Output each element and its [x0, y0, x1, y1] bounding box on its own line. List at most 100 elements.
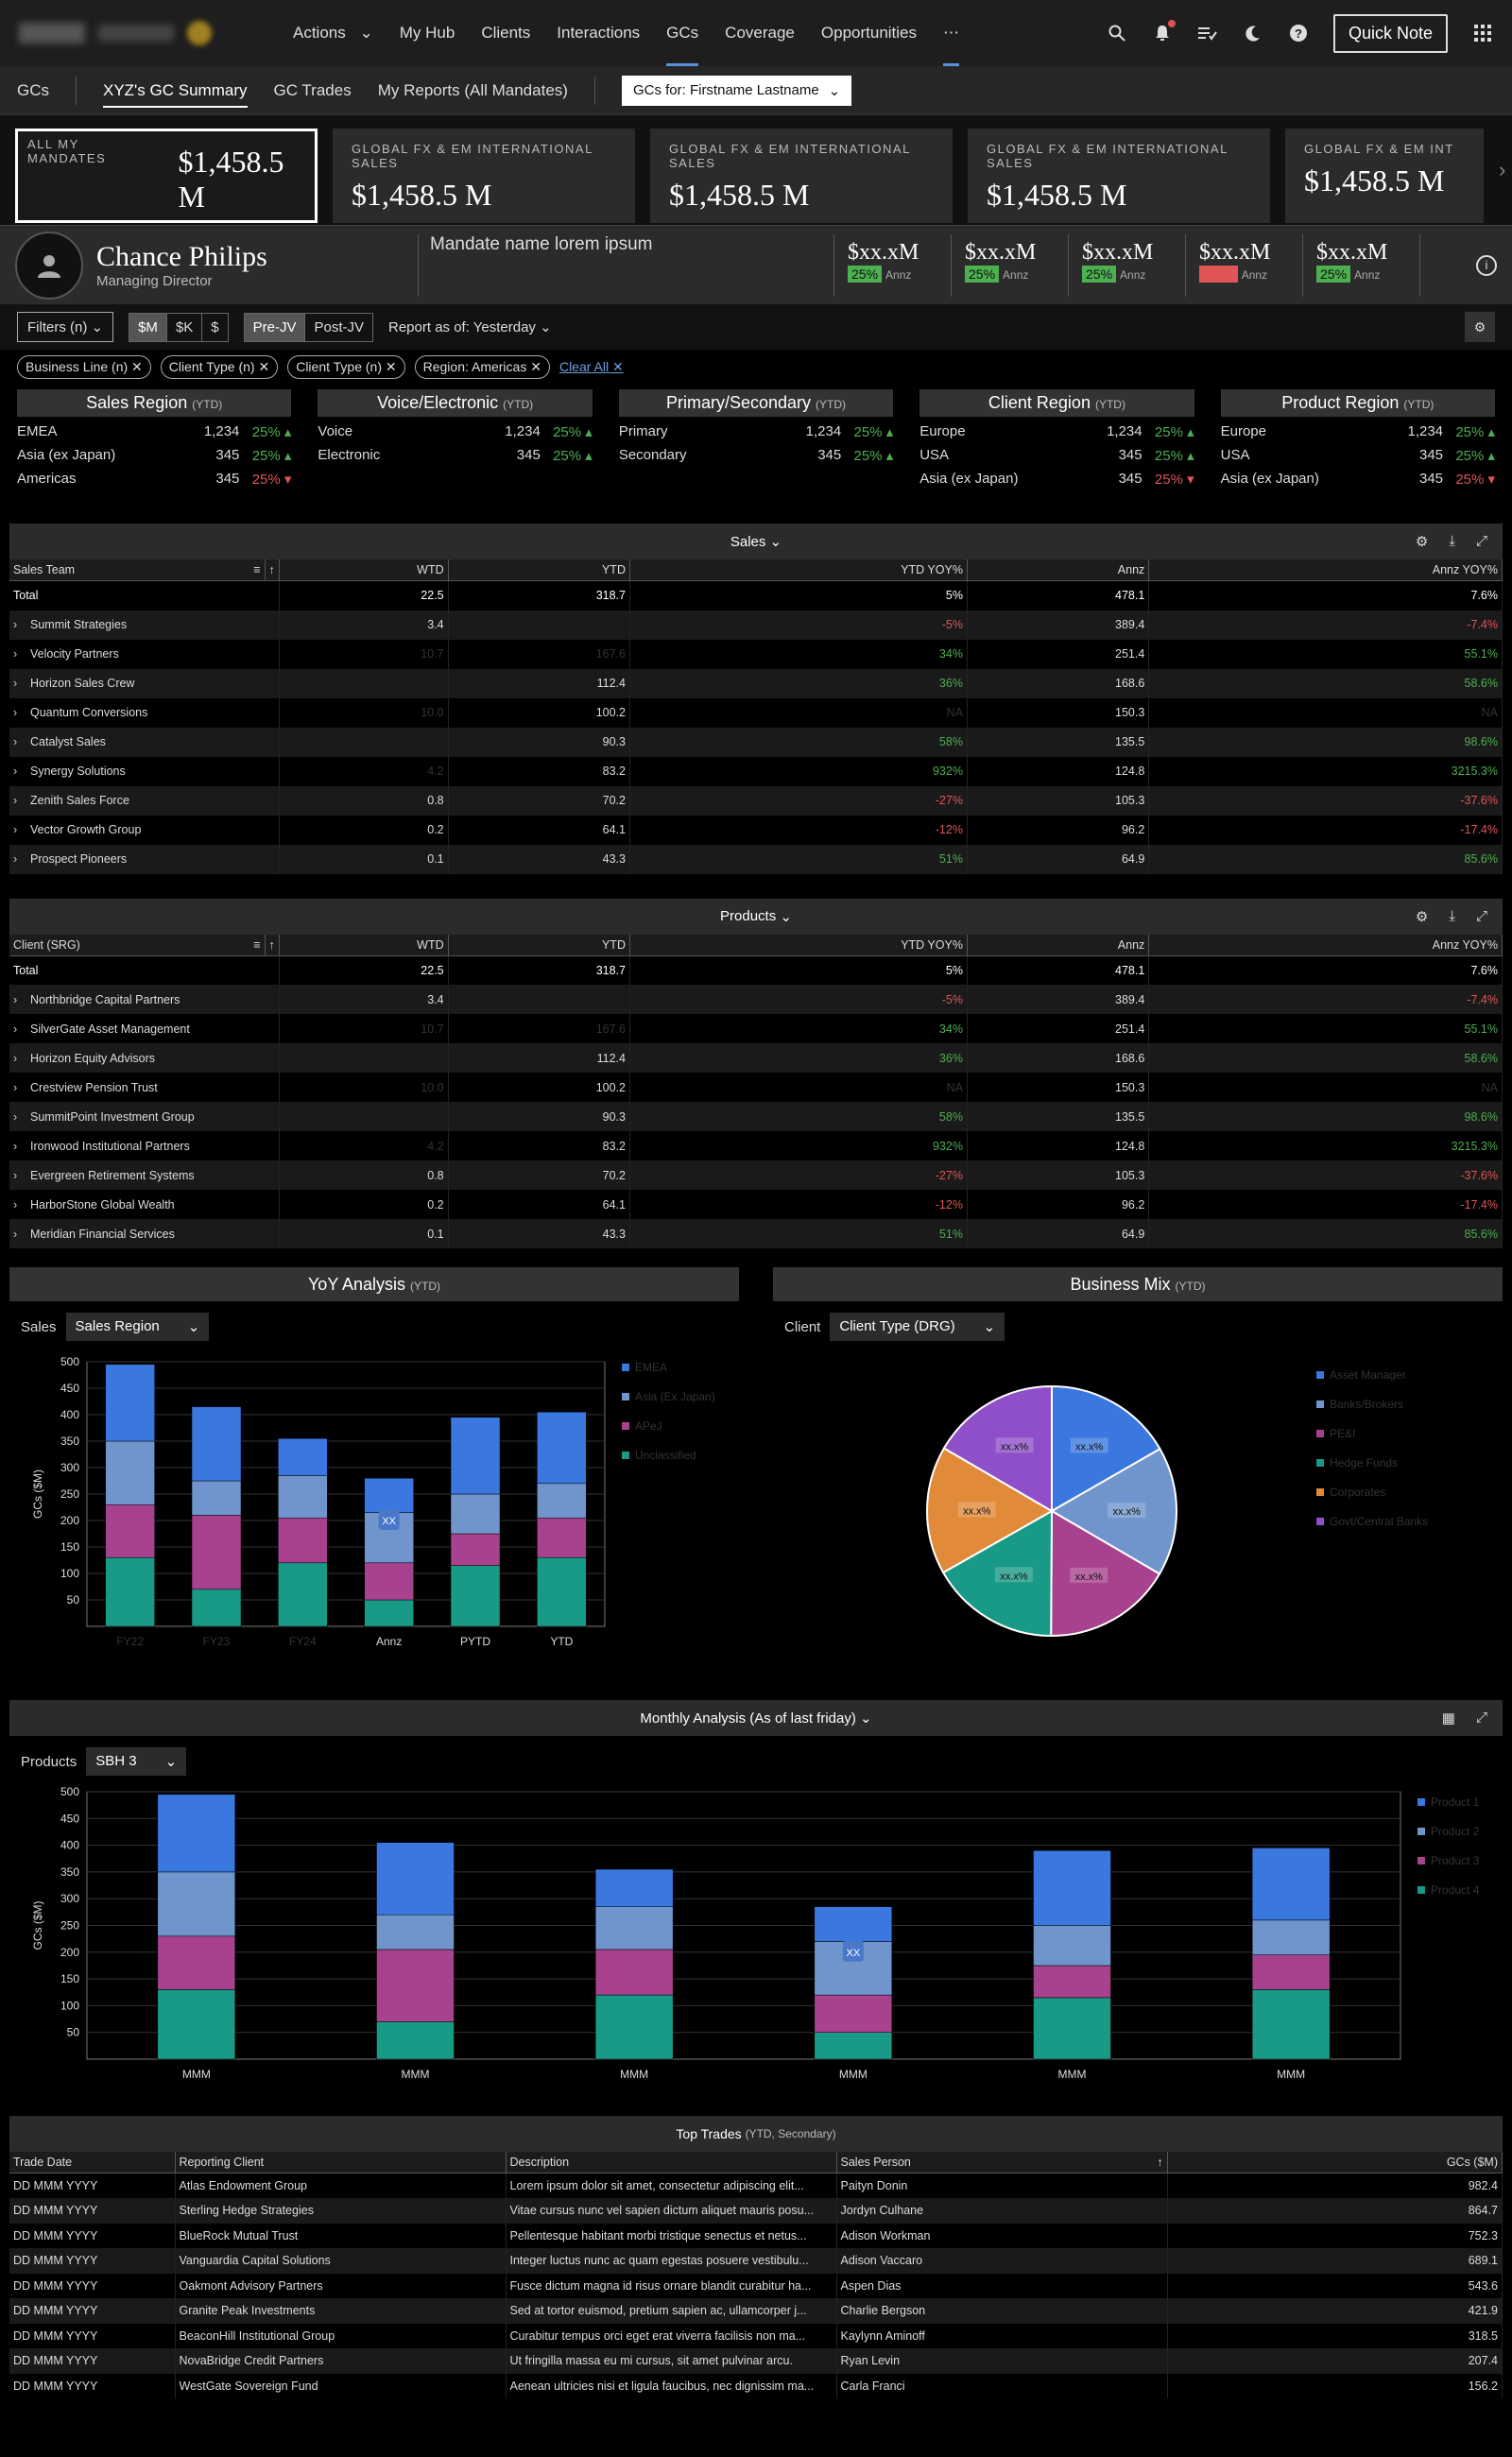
- mix-select[interactable]: Client Type (DRG) ⌄: [830, 1313, 1005, 1341]
- table-row[interactable]: DD MMM YYYY Sterling Hedge Strategies Vita…: [9, 2198, 1503, 2224]
- pre-jv[interactable]: Pre-JV: [244, 313, 306, 341]
- bar-segment[interactable]: [278, 1517, 328, 1564]
- nav-my-hub[interactable]: My Hub: [399, 24, 455, 42]
- column-header[interactable]: Annz: [967, 559, 1150, 581]
- legend-label[interactable]: Govt/Central Banks: [1330, 1515, 1428, 1528]
- column-header[interactable]: Annz: [967, 934, 1150, 956]
- bar-segment[interactable]: [105, 1503, 155, 1558]
- chevron-right-icon[interactable]: ›: [1499, 158, 1506, 181]
- clear-all-link[interactable]: Clear All ✕: [558, 358, 624, 374]
- apps-grid-icon[interactable]: [1472, 23, 1493, 43]
- filter-chip[interactable]: Client Type (n) ✕: [287, 354, 405, 379]
- table-row[interactable]: › Evergreen Retirement Systems 0.8 70.2 -27%…: [9, 1160, 1503, 1190]
- table-row[interactable]: › Prospect Pioneers 0.1 43.3 51% 64.9 85.6%: [9, 844, 1503, 874]
- column-header[interactable]: Annz YOY%: [1148, 934, 1503, 956]
- nav-interactions[interactable]: Interactions: [557, 24, 641, 42]
- column-header[interactable]: YTD: [448, 934, 630, 956]
- legend-label[interactable]: Asia (Ex Japan): [635, 1390, 715, 1403]
- post-jv[interactable]: Post-JV: [314, 318, 364, 335]
- table-row[interactable]: › Ironwood Institutional Partners 4.2 83.2 9…: [9, 1131, 1503, 1160]
- table-row[interactable]: › SilverGate Asset Management 10.7 167.6 34%…: [9, 1014, 1503, 1043]
- table-row[interactable]: DD MMM YYYY Vanguardia Capital Solutions I…: [9, 2248, 1503, 2274]
- column-header[interactable]: Trade Date: [9, 2152, 176, 2174]
- unit-k[interactable]: $K: [167, 313, 203, 341]
- bar-segment[interactable]: [191, 1480, 242, 1516]
- unit-m[interactable]: $M: [129, 313, 167, 341]
- pie-slice[interactable]: [1050, 1447, 1177, 1575]
- legend-label[interactable]: PE&I: [1330, 1427, 1355, 1440]
- table-row[interactable]: › Catalyst Sales 90.3 58% 135.5 98.6%: [9, 727, 1503, 757]
- column-header[interactable]: WTD: [279, 934, 449, 956]
- bar-segment[interactable]: [537, 1556, 587, 1627]
- bar-segment[interactable]: [1033, 1925, 1111, 1967]
- bar-segment[interactable]: [1251, 1847, 1331, 1921]
- expand-row-icon[interactable]: ›: [13, 1051, 18, 1065]
- bar-segment[interactable]: [376, 1949, 455, 2022]
- column-header[interactable]: Sales Team ≡: [9, 559, 266, 581]
- tasks-icon[interactable]: [1197, 23, 1218, 43]
- legend-label[interactable]: Asset Manager: [1330, 1368, 1406, 1382]
- legend-label[interactable]: Unclassified: [635, 1449, 696, 1462]
- table-row[interactable]: › Zenith Sales Force 0.8 70.2 -27% 105.3 -37.6…: [9, 785, 1503, 816]
- table-row[interactable]: DD MMM YYYY NovaBridge Credit Partners Ut …: [9, 2348, 1503, 2374]
- expand-row-icon[interactable]: ›: [13, 823, 18, 836]
- pie-slice[interactable]: [942, 1384, 1053, 1513]
- expand-row-icon[interactable]: ›: [13, 1022, 18, 1036]
- mandate-card[interactable]: GLOBAL FX & EM INT $1,458.5 M: [1285, 129, 1484, 223]
- bar-segment[interactable]: [537, 1483, 587, 1519]
- gear-icon[interactable]: ⚙: [1415, 534, 1429, 550]
- expand-row-icon[interactable]: ›: [13, 1139, 18, 1153]
- pie-slice[interactable]: [926, 1447, 1055, 1574]
- column-header[interactable]: Client (SRG) ≡: [9, 934, 266, 956]
- expand-row-icon[interactable]: ›: [13, 1227, 18, 1241]
- monthly-select[interactable]: SBH 3 ⌄: [86, 1747, 187, 1776]
- bar-segment[interactable]: [364, 1599, 414, 1627]
- column-header[interactable]: WTD: [279, 559, 449, 581]
- legend-label[interactable]: Hedge Funds: [1330, 1456, 1398, 1469]
- bell-icon[interactable]: [1152, 20, 1176, 43]
- bar-segment[interactable]: [594, 1868, 674, 1907]
- expand-icon[interactable]: ⤢: [1475, 907, 1487, 924]
- table-row[interactable]: DD MMM YYYY WestGate Sovereign Fund Aenean…: [9, 2373, 1503, 2398]
- bar-segment[interactable]: [1251, 1919, 1331, 1955]
- table-row[interactable]: › SummitPoint Investment Group 90.3 58% 135.…: [9, 1102, 1503, 1131]
- bar-segment[interactable]: [364, 1562, 414, 1601]
- legend-label[interactable]: Product 3: [1431, 1854, 1480, 1867]
- sort-icon[interactable]: ↑: [265, 934, 280, 956]
- bar-segment[interactable]: [157, 1794, 236, 1873]
- bar-segment[interactable]: [278, 1437, 328, 1476]
- filter-chip[interactable]: Client Type (n) ✕: [160, 354, 279, 379]
- bar-segment[interactable]: [814, 1906, 893, 1942]
- expand-row-icon[interactable]: ›: [13, 852, 18, 866]
- column-header[interactable]: YTD YOY%: [629, 934, 968, 956]
- brand-logo[interactable]: [19, 21, 293, 45]
- mandate-card[interactable]: ALL MY MANDATES $1,458.5 M: [15, 129, 318, 223]
- expand-row-icon[interactable]: ›: [13, 794, 18, 807]
- legend-label[interactable]: Product 4: [1431, 1883, 1480, 1897]
- sort-icon[interactable]: ↑: [1157, 2156, 1163, 2169]
- table-row[interactable]: DD MMM YYYY Granite Peak Investments Sed a…: [9, 2298, 1503, 2324]
- sort-icon[interactable]: ↑: [265, 559, 280, 581]
- bar-segment[interactable]: [105, 1440, 155, 1505]
- table-row[interactable]: › Crestview Pension Trust 10.0 100.2 NA 150.3…: [9, 1073, 1503, 1102]
- bar-segment[interactable]: [157, 1935, 236, 1990]
- report-as-of-select[interactable]: Report as of: Yesterday ⌄: [388, 319, 552, 335]
- expand-row-icon[interactable]: ›: [13, 1080, 18, 1094]
- bar-segment[interactable]: [376, 1842, 455, 1916]
- bar-segment[interactable]: [594, 1906, 674, 1950]
- settings-sliders-icon[interactable]: ⚙: [1465, 312, 1495, 342]
- monthly-title[interactable]: Monthly Analysis: [640, 1710, 747, 1727]
- filter-chip[interactable]: Business Line (n) ✕: [17, 354, 151, 379]
- bar-segment[interactable]: [1251, 1954, 1331, 1990]
- mandate-card[interactable]: GLOBAL FX & EM INTERNATIONAL SALES $1,458…: [333, 129, 635, 223]
- pie-slice[interactable]: [941, 1509, 1054, 1638]
- table-row[interactable]: › Synergy Solutions 4.2 83.2 932% 124.8 3215.3…: [9, 756, 1503, 786]
- data-tag[interactable]: XX: [842, 1940, 864, 1962]
- expand-row-icon[interactable]: ›: [13, 647, 18, 661]
- bar-segment[interactable]: [157, 1871, 236, 1937]
- tab-my-reports[interactable]: My Reports (All Mandates): [377, 80, 568, 99]
- bar-segment[interactable]: [594, 1949, 674, 1996]
- column-header[interactable]: YTD YOY%: [629, 559, 968, 581]
- expand-row-icon[interactable]: ›: [13, 735, 18, 748]
- gear-icon[interactable]: ⚙: [1415, 908, 1429, 925]
